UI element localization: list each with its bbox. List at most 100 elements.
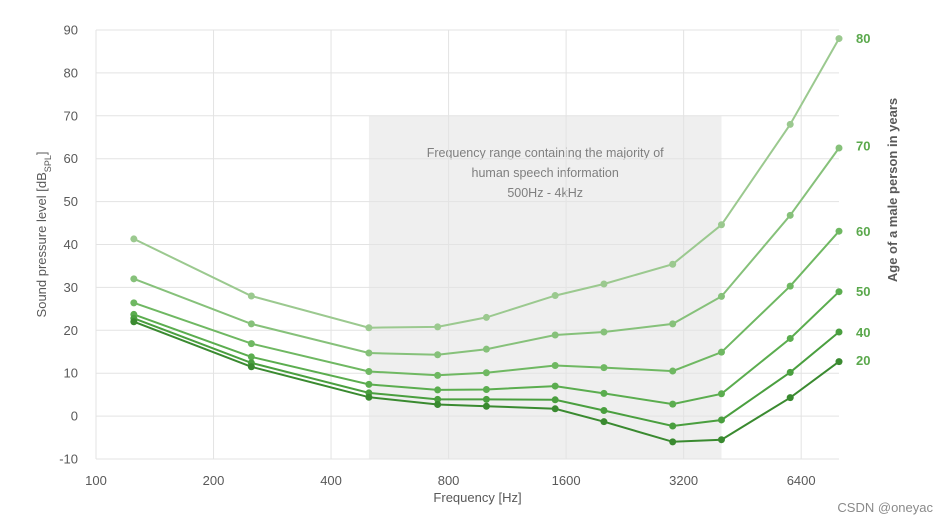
data-point-50 [669,400,677,408]
speech-region-text-line: Frequency range containing the majority … [427,146,664,160]
age-label-40: 40 [856,325,870,340]
speech-region-text-line: human speech information [472,166,619,180]
y-tick-label: 0 [71,409,78,424]
x-tick-label: 1600 [552,473,581,488]
data-point-40 [835,328,843,336]
data-point-60 [835,227,843,235]
x-tick-label: 800 [438,473,460,488]
data-point-20 [247,363,255,371]
data-point-20 [835,358,843,366]
x-tick-label: 200 [203,473,225,488]
data-point-40 [786,368,794,376]
data-point-70 [482,345,490,353]
data-point-20 [551,405,559,413]
y-tick-label: 30 [64,280,78,295]
data-point-70 [434,351,442,359]
data-point-40 [482,395,490,403]
data-point-20 [130,318,138,326]
data-point-70 [130,275,138,283]
data-point-40 [717,416,725,424]
data-point-70 [786,211,794,219]
data-point-40 [551,396,559,404]
data-point-20 [482,402,490,410]
age-labels: 80 70 60 50 40 20 [856,31,870,368]
data-point-60 [482,369,490,377]
y-tick-label: -10 [59,452,78,467]
data-point-70 [835,144,843,152]
data-point-40 [600,407,608,415]
watermark: CSDN @oneyac [837,500,933,515]
data-point-50 [786,334,794,342]
y-axis-title-end: ] [34,152,49,156]
data-point-20 [365,393,373,401]
data-point-60 [717,348,725,356]
data-point-80 [365,324,373,332]
age-label-50: 50 [856,284,870,299]
data-point-60 [600,364,608,372]
data-point-20 [600,418,608,426]
data-point-80 [717,221,725,229]
data-point-80 [434,323,442,331]
data-point-70 [247,320,255,328]
age-label-20: 20 [856,353,870,368]
data-point-40 [669,422,677,430]
right-axis-title: Age of a male person in years [885,98,900,282]
y-tick-label: 50 [64,194,78,209]
data-point-50 [600,389,608,397]
data-point-70 [600,328,608,336]
y-tick-label: 90 [64,23,78,38]
y-tick-label: 60 [64,151,78,166]
speech-region-annotation: Frequency range containing the majority … [427,146,664,200]
x-tick-label: 400 [320,473,342,488]
data-point-50 [365,380,373,388]
data-point-50 [835,288,843,296]
data-point-60 [365,367,373,375]
data-point-80 [786,120,794,128]
data-point-80 [669,260,677,268]
data-point-70 [669,320,677,328]
data-point-80 [482,313,490,321]
x-tick-label: 6400 [787,473,816,488]
data-point-20 [786,394,794,402]
y-axis-ticks: -10 0 10 20 30 40 50 60 70 80 90 [59,23,78,467]
y-tick-label: 80 [64,65,78,80]
y-axis-title-subscript: SPL [43,155,53,172]
data-point-50 [434,386,442,394]
y-tick-label: 70 [64,108,78,123]
x-tick-label: 3200 [669,473,698,488]
y-tick-label: 40 [64,237,78,252]
data-point-50 [247,353,255,361]
y-tick-label: 10 [64,366,78,381]
series-lines [130,35,843,446]
data-point-80 [247,292,255,300]
age-label-80: 80 [856,31,870,46]
x-tick-label: 100 [85,473,107,488]
data-point-80 [600,280,608,288]
data-point-20 [434,401,442,409]
data-point-60 [130,299,138,307]
y-axis-title: Sound pressure level [dBSPL] [34,152,53,318]
y-tick-label: 20 [64,323,78,338]
data-point-60 [434,371,442,379]
data-point-50 [551,382,559,390]
data-point-70 [551,331,559,339]
data-point-60 [669,367,677,375]
data-point-60 [247,340,255,348]
data-point-40 [434,395,442,403]
data-point-20 [669,438,677,446]
data-point-20 [717,436,725,444]
y-axis-title-main: Sound pressure level [dB [34,172,49,317]
data-point-50 [482,386,490,394]
speech-region-text-line: 500Hz - 4kHz [507,186,583,200]
data-point-70 [717,292,725,300]
data-point-60 [786,282,794,290]
age-label-70: 70 [856,138,870,153]
data-point-80 [551,292,559,300]
data-point-80 [835,35,843,43]
age-label-60: 60 [856,224,870,239]
data-point-80 [130,235,138,243]
data-point-50 [717,390,725,398]
x-axis-ticks: 100 200 400 800 1600 3200 6400 [85,473,815,488]
data-point-70 [365,349,373,357]
